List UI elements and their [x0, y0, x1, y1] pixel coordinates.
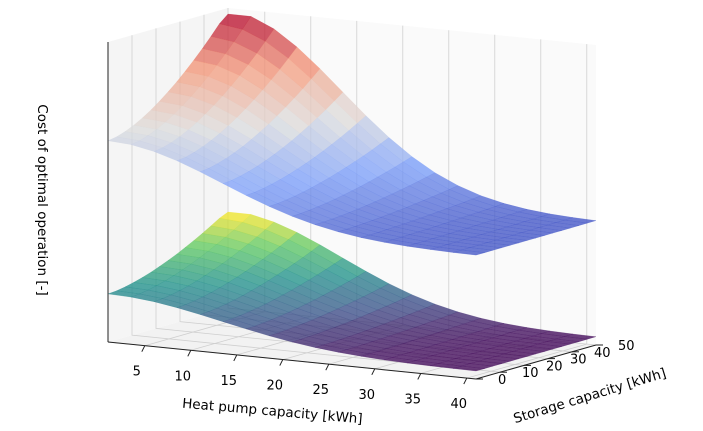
y-tick-label: 10 [522, 366, 539, 381]
x-tick-label: 35 [405, 392, 422, 407]
axes [107, 42, 597, 380]
x-tick-label: 5 [133, 365, 141, 380]
x-tick [233, 354, 238, 362]
x-tick [187, 350, 192, 357]
x-tick [325, 363, 330, 371]
y-tick-label: 50 [618, 339, 635, 354]
surface-facet [452, 365, 485, 372]
y-tick-label: 40 [594, 346, 611, 361]
x-tick-label: 10 [175, 369, 192, 384]
lower-surface [107, 211, 597, 372]
x-tick [463, 377, 468, 385]
x-tick-label: 20 [267, 379, 284, 394]
x-axis-label: Heat pump capacity [kWh] [181, 396, 363, 428]
surface-facet [452, 249, 485, 256]
y-axis-line [475, 344, 597, 380]
x-tick [141, 345, 146, 352]
x-tick [279, 359, 284, 366]
x-tick-label: 30 [359, 388, 376, 403]
y-tick-label: 20 [546, 359, 563, 374]
x-tick-label: 25 [313, 383, 330, 398]
upper-surface [107, 13, 597, 256]
x-tick-label: 40 [451, 397, 468, 412]
x-tick-labels: 5 10 15 20 25 30 35 40 [133, 345, 468, 412]
x-tick-label: 15 [221, 374, 238, 389]
x-tick [371, 368, 376, 376]
surfaces [107, 13, 597, 372]
y-tick-labels: 0 10 20 30 40 50 [476, 339, 635, 388]
x-tick [417, 373, 422, 380]
y-tick-label: 30 [570, 353, 587, 368]
x-axis-line [107, 341, 477, 380]
z-axis-label: Cost of optimal operation [-] [34, 104, 50, 295]
y-tick-label: 0 [498, 373, 506, 388]
